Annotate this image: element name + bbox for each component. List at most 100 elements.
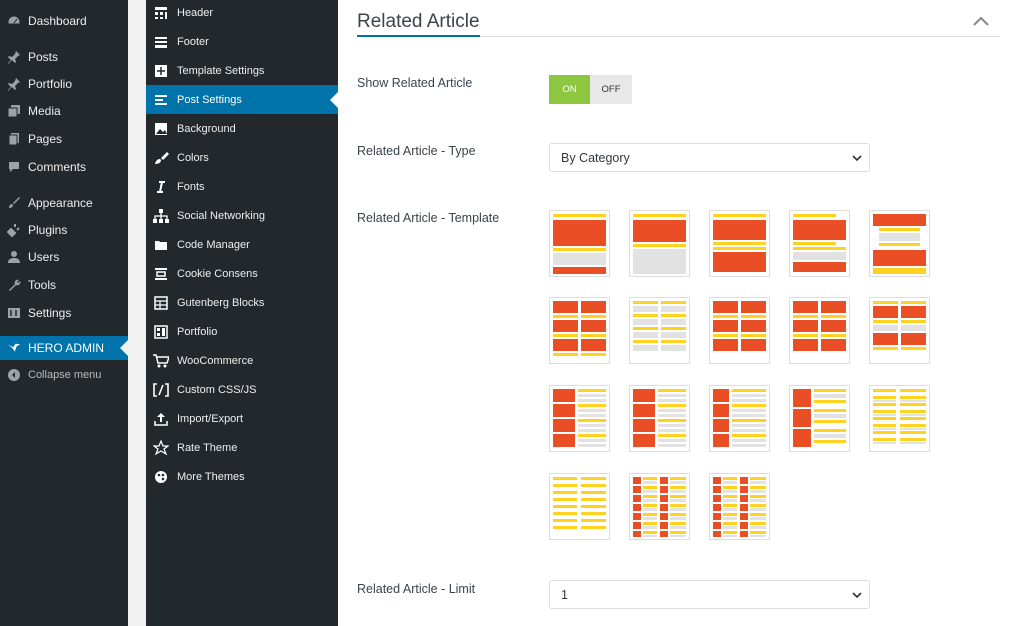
image-icon — [153, 121, 169, 137]
bird-icon — [7, 341, 21, 355]
user-icon — [7, 250, 21, 264]
menu-label: HERO ADMIN — [28, 341, 105, 355]
tab-header[interactable]: Header — [146, 0, 338, 27]
tab-custom-css-js[interactable]: Custom CSS/JS — [146, 375, 338, 404]
wrench-icon — [7, 278, 21, 292]
template-preview — [553, 301, 606, 356]
menu-settings[interactable]: Settings — [0, 301, 128, 325]
menu-label: Appearance — [28, 196, 93, 210]
template-option[interactable] — [549, 473, 610, 540]
chevron-up-icon[interactable] — [972, 14, 990, 28]
template-option[interactable] — [869, 297, 930, 364]
menu-label: Users — [28, 250, 60, 264]
theme-options-menu: Header Footer Template Settings Post Set… — [146, 0, 338, 626]
tab-label: Custom CSS/JS — [177, 383, 257, 396]
folder-icon — [153, 237, 169, 253]
menu-comments[interactable]: Comments — [0, 155, 128, 179]
template-option[interactable] — [629, 473, 690, 540]
section-title: Related Article — [357, 11, 480, 32]
template-option[interactable] — [709, 210, 770, 277]
template-preview — [873, 389, 926, 444]
limit-select-value: 1 — [561, 587, 568, 602]
menu-dashboard[interactable]: Dashboard — [0, 9, 128, 33]
tab-cookie-consens[interactable]: Cookie Consens — [146, 259, 338, 288]
tab-import-export[interactable]: Import/Export — [146, 404, 338, 433]
template-icon — [153, 63, 169, 79]
menu-tools[interactable]: Tools — [0, 273, 128, 297]
pages-icon — [7, 132, 21, 146]
menu-label: Tools — [28, 278, 57, 292]
template-option[interactable] — [629, 385, 690, 452]
menu-pages[interactable]: Pages — [0, 127, 128, 151]
menu-label: Comments — [28, 160, 87, 174]
template-option[interactable] — [789, 297, 850, 364]
template-option[interactable] — [789, 385, 850, 452]
template-option[interactable] — [549, 297, 610, 364]
tab-social-networking[interactable]: Social Networking — [146, 201, 338, 230]
cart-icon — [153, 353, 169, 369]
tab-gutenberg-blocks[interactable]: Gutenberg Blocks — [146, 288, 338, 317]
template-preview — [713, 477, 766, 537]
tab-portfolio[interactable]: Portfolio — [146, 317, 338, 346]
template-option[interactable] — [869, 210, 930, 277]
section-divider — [357, 36, 1000, 37]
type-select-value: By Category — [561, 150, 630, 165]
tab-more-themes[interactable]: More Themes — [146, 462, 338, 491]
star-icon — [153, 439, 169, 456]
template-option[interactable] — [709, 473, 770, 540]
chevron-down-icon — [852, 155, 862, 162]
chevron-down-icon — [852, 592, 862, 599]
menu-label: Dashboard — [28, 14, 87, 28]
menu-media[interactable]: Media — [0, 99, 128, 123]
pin-icon — [7, 77, 21, 91]
template-option[interactable] — [709, 297, 770, 364]
limit-select[interactable]: 1 — [549, 580, 870, 609]
tab-footer[interactable]: Footer — [146, 27, 338, 56]
tab-label: Rate Theme — [177, 441, 238, 454]
tab-woocommerce[interactable]: WooCommerce — [146, 346, 338, 375]
template-preview — [633, 477, 686, 537]
table-icon — [153, 295, 169, 311]
template-preview — [873, 214, 926, 274]
tab-background[interactable]: Background — [146, 114, 338, 143]
menu-label: Plugins — [28, 223, 68, 237]
type-label: Related Article - Type — [357, 144, 476, 158]
template-option[interactable] — [549, 210, 610, 277]
template-option[interactable] — [789, 210, 850, 277]
tab-post-settings[interactable]: Post Settings — [146, 85, 338, 114]
tab-code-manager[interactable]: Code Manager — [146, 230, 338, 259]
tab-colors[interactable]: Colors — [146, 143, 338, 172]
tab-label: Cookie Consens — [177, 267, 258, 280]
toggle-off-button[interactable]: OFF — [590, 75, 632, 104]
menu-users[interactable]: Users — [0, 245, 128, 269]
template-preview — [713, 301, 766, 351]
menu-hero-admin[interactable]: HERO ADMIN — [0, 336, 128, 360]
limit-label: Related Article - Limit — [357, 582, 476, 596]
menu-portfolio[interactable]: Portfolio — [0, 72, 128, 96]
template-preview — [793, 389, 846, 447]
post-settings-icon — [153, 92, 169, 108]
tab-label: Footer — [177, 35, 209, 48]
menu-posts[interactable]: Posts — [0, 45, 128, 69]
tab-template-settings[interactable]: Template Settings — [146, 56, 338, 85]
template-label: Related Article - Template — [357, 211, 500, 225]
template-option[interactable] — [629, 210, 690, 277]
template-option[interactable] — [549, 385, 610, 452]
footer-icon — [153, 34, 169, 50]
template-preview — [553, 477, 606, 529]
show-related-toggle[interactable]: ON OFF — [549, 75, 632, 104]
section-divider-accent — [357, 35, 480, 37]
tab-rate-theme[interactable]: Rate Theme — [146, 433, 338, 462]
toggle-on-button[interactable]: ON — [549, 75, 590, 104]
template-preview — [713, 389, 766, 447]
template-preview — [713, 214, 766, 272]
template-option[interactable] — [869, 385, 930, 452]
menu-appearance[interactable]: Appearance — [0, 191, 128, 215]
italic-icon — [153, 179, 169, 195]
template-option[interactable] — [709, 385, 770, 452]
template-option[interactable] — [629, 297, 690, 364]
tab-fonts[interactable]: Fonts — [146, 172, 338, 201]
menu-plugins[interactable]: Plugins — [0, 218, 128, 242]
collapse-menu-button[interactable]: Collapse menu — [0, 363, 128, 387]
type-select[interactable]: By Category — [549, 143, 870, 172]
